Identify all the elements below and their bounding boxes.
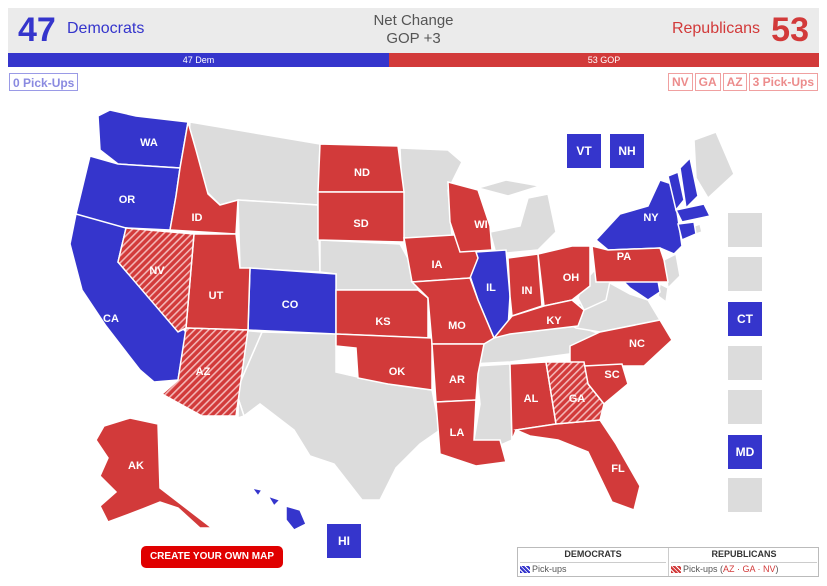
legend-dem-column: DEMOCRATS Pick-ups [518,548,668,576]
net-change-title: Net Change [373,12,454,29]
label-ga: GA [569,393,586,405]
state-ct[interactable] [677,221,697,242]
state-box-empty[interactable] [728,390,762,424]
legend-rep-row-prefix: Pick-ups ( [683,564,724,574]
state-box-md[interactable]: MD [728,435,762,469]
label-il: IL [486,282,496,294]
legend-dem-row-label: Pick-ups [532,564,567,574]
label-ks: KS [375,316,390,328]
rep-label: Republicans [671,20,760,37]
state-ma[interactable] [674,203,712,223]
rep-pickups-badge: 3 Pick-Ups [748,73,818,91]
rep-bar-segment: 53 GOP [389,53,819,67]
state-ky[interactable] [491,299,585,340]
label-nv: NV [149,265,165,277]
state-mo[interactable] [410,277,495,345]
label-id: ID [192,212,203,224]
state-box-nh[interactable]: NH [610,134,644,168]
state-va[interactable] [558,281,662,333]
state-box-empty[interactable] [728,257,762,291]
rep-pickups-group: NV GA AZ 3 Pick-Ups [667,73,818,91]
legend-rep-row-suffix: ) [775,564,779,574]
rep-seat-count: 53 [771,11,809,49]
label-ak: AK [128,460,144,472]
label-nd: ND [354,167,370,179]
state-box-empty[interactable] [728,478,762,512]
dem-seat-count: 47 [18,11,56,49]
label-sc: SC [604,369,619,381]
legend-rep-row-states: AZ · GA · NV [723,564,776,574]
state-wy[interactable] [237,199,321,273]
state-pa[interactable] [591,245,669,283]
state-box-vt[interactable]: VT [567,134,601,168]
label-ut: UT [209,290,224,302]
label-mo: MO [448,320,466,332]
label-ar: AR [449,374,465,386]
label-pa: PA [617,251,632,263]
state-nh[interactable] [679,156,699,210]
state-nv[interactable] [117,227,195,333]
state-ks[interactable] [335,289,429,339]
state-ak[interactable] [95,417,215,529]
legend-dem-row: Pick-ups [520,562,666,576]
dem-bar-segment: 47 Dem [8,53,389,67]
state-box-ct[interactable]: CT [728,302,762,336]
label-or: OR [119,194,136,206]
label-ok: OK [389,366,406,378]
state-ny[interactable] [594,179,683,255]
label-la: LA [450,427,465,439]
state-wi[interactable] [447,181,493,253]
state-hi[interactable] [250,486,307,531]
label-ia: IA [432,259,443,271]
label-fl: FL [611,463,625,475]
label-oh: OH [563,272,580,284]
label-in: IN [522,285,533,297]
label-al: AL [524,393,539,405]
rep-pickup-swatch-icon [671,566,681,574]
state-ms[interactable] [473,363,513,449]
seat-balance-bar: 47 Dem 53 GOP [8,53,819,67]
state-ar[interactable] [431,343,485,403]
label-az: AZ [196,366,211,378]
state-box-empty[interactable] [728,213,762,247]
map-legend: DEMOCRATS Pick-ups REPUBLICANS Pick-ups … [517,547,819,577]
dem-label: Democrats [67,20,145,37]
dem-pickup-swatch-icon [520,566,530,574]
scoreboard-header: 47 Democrats Net Change GOP +3 Republica… [8,8,819,53]
legend-dem-header: DEMOCRATS [564,549,622,559]
state-box-empty[interactable] [728,346,762,380]
label-ny: NY [643,212,659,224]
label-wa: WA [140,137,158,149]
label-ca: CA [103,313,119,325]
state-box-hi[interactable]: HI [327,524,361,558]
state-vt[interactable] [667,170,685,212]
state-id[interactable] [169,121,239,235]
state-ga[interactable] [545,361,605,425]
legend-rep-header: REPUBLICANS [711,549,777,559]
rep-pickup-state-badge: NV [667,73,693,91]
rep-pickup-state-badge: AZ [722,73,747,91]
state-sd[interactable] [317,191,405,243]
rep-pickup-state-badge: GA [694,73,721,91]
label-co: CO [282,299,299,311]
label-nc: NC [629,338,645,350]
label-ky: KY [546,315,562,327]
legend-rep-column: REPUBLICANS Pick-ups (AZ · GA · NV) [668,548,819,576]
legend-rep-row: Pick-ups (AZ · GA · NV) [671,562,817,576]
state-la[interactable] [435,399,507,467]
label-sd: SD [353,218,368,230]
net-change-value: GOP +3 [386,30,441,47]
create-your-own-map-button[interactable]: CREATE YOUR OWN MAP [141,546,283,568]
label-wi: WI [474,219,487,231]
state-me[interactable] [693,131,735,200]
state-az[interactable] [160,327,249,417]
dem-pickups-badge: 0 Pick-Ups [9,73,79,91]
